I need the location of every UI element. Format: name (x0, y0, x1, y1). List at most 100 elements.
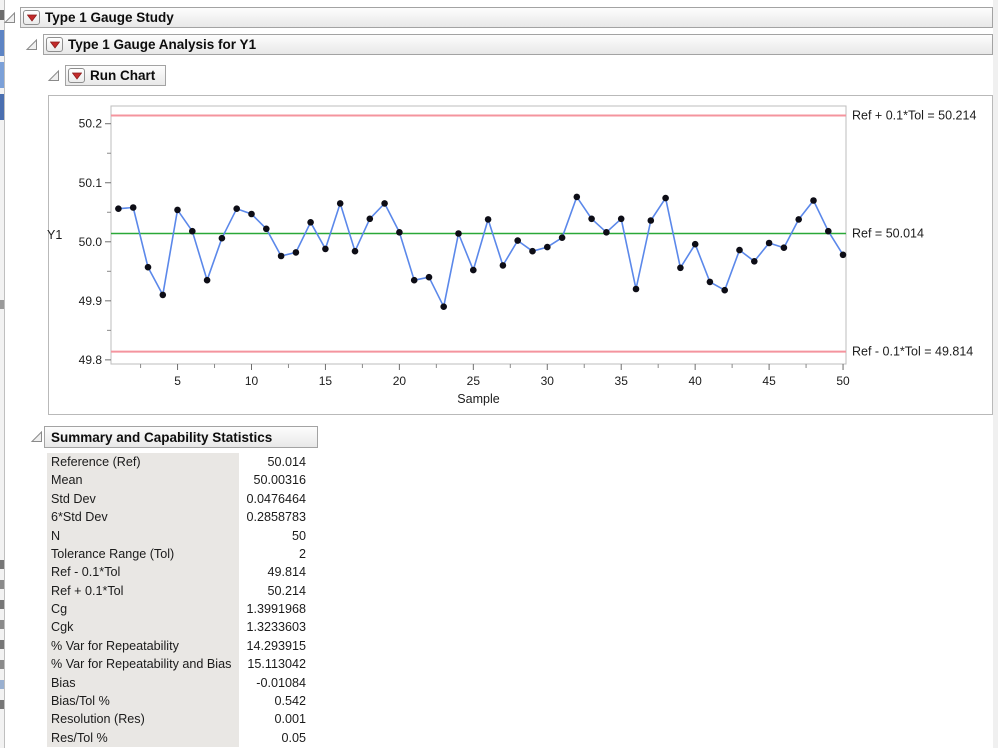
open-disclosure-icon (25, 38, 37, 50)
disclosure-triangle-gauge-study[interactable] (3, 11, 16, 24)
data-point[interactable] (736, 246, 743, 254)
data-point[interactable] (336, 200, 344, 207)
reference-line-label: Ref - 0.1*Tol = 49.814 (852, 345, 973, 359)
disclosure-triangle-summary[interactable] (30, 430, 43, 443)
data-point[interactable] (440, 303, 448, 310)
y-axis-label: Y1 (47, 228, 62, 242)
stat-value: 0.542 (274, 693, 306, 708)
table-row: Res/Tol % 0.05 (47, 728, 312, 747)
data-point[interactable] (455, 230, 462, 237)
data-point[interactable] (558, 234, 566, 241)
data-point[interactable] (780, 244, 788, 251)
data-point[interactable] (839, 251, 847, 259)
red-triangle-icon (49, 41, 60, 49)
section-title-summary-statistics: Summary and Capability Statistics (51, 429, 273, 445)
open-disclosure-icon (30, 430, 42, 442)
reference-line-label: Ref = 50.014 (852, 227, 924, 241)
data-point[interactable] (544, 243, 551, 251)
data-point[interactable] (277, 252, 285, 260)
data-point[interactable] (396, 229, 403, 236)
data-point[interactable] (233, 205, 240, 212)
stat-value: 2 (298, 546, 306, 561)
right-window-margin (993, 0, 998, 748)
data-point[interactable] (129, 204, 137, 211)
data-point[interactable] (174, 206, 181, 214)
data-point[interactable] (322, 245, 329, 253)
stat-label: Ref - 0.1*Tol (47, 563, 239, 582)
stat-label: Mean (47, 471, 239, 490)
section-header-gauge-study: Type 1 Gauge Study (20, 7, 993, 28)
data-point[interactable] (484, 216, 492, 223)
data-point[interactable] (307, 219, 314, 226)
data-point[interactable] (810, 197, 817, 204)
table-row: Resolution (Res) 0.001 (47, 710, 312, 729)
data-point[interactable] (351, 247, 359, 255)
data-point[interactable] (617, 215, 625, 223)
data-point[interactable] (825, 227, 832, 235)
open-disclosure-icon (3, 11, 15, 23)
table-row: % Var for Repeatability and Bias 15.11304… (47, 655, 312, 674)
data-point[interactable] (381, 200, 388, 207)
data-point[interactable] (115, 205, 122, 212)
data-point[interactable] (263, 225, 270, 233)
stat-label: % Var for Repeatability and Bias (47, 655, 239, 674)
data-point[interactable] (765, 239, 773, 247)
stat-label: Reference (Ref) (47, 453, 239, 472)
section-title-gauge-analysis: Type 1 Gauge Analysis for Y1 (68, 37, 257, 52)
section-header-summary-statistics: Summary and Capability Statistics (44, 426, 318, 448)
stat-value: 1.3233603 (246, 620, 306, 635)
data-point[interactable] (573, 193, 581, 201)
data-point[interactable] (677, 264, 684, 272)
stat-value: 1.3991968 (246, 602, 306, 616)
x-tick-label: 20 (393, 374, 407, 388)
y-tick-label: 49.8 (79, 353, 103, 367)
data-point[interactable] (529, 247, 536, 255)
data-point[interactable] (721, 286, 728, 294)
data-point[interactable] (603, 229, 610, 236)
x-tick-label: 15 (319, 374, 333, 388)
table-row: Bias/Tol % 0.542 (47, 691, 312, 711)
stat-label: % Var for Repeatability (47, 636, 239, 656)
x-tick-label: 10 (245, 374, 259, 388)
data-point[interactable] (706, 278, 714, 286)
data-point[interactable] (514, 237, 521, 244)
x-tick-label: 30 (541, 374, 555, 388)
data-point[interactable] (144, 263, 152, 271)
x-tick-label: 5 (174, 374, 181, 388)
table-row: N 50 (47, 526, 312, 545)
y-tick-label: 49.9 (79, 294, 103, 308)
data-point[interactable] (499, 262, 507, 269)
data-point[interactable] (588, 215, 595, 223)
table-row: 6*Std Dev 0.2858783 (47, 508, 312, 527)
data-point[interactable] (795, 216, 802, 223)
summary-table: Reference (Ref) 50.014 Mean 50.00316 Std Dev… (47, 453, 312, 747)
data-point[interactable] (470, 266, 477, 274)
data-point[interactable] (425, 273, 433, 281)
plot-area[interactable] (110, 105, 847, 365)
red-triangle-menu-gauge-study[interactable] (23, 10, 40, 25)
data-point[interactable] (203, 276, 211, 284)
red-triangle-menu-run-chart[interactable] (68, 68, 85, 83)
data-point[interactable] (410, 276, 418, 284)
data-point[interactable] (647, 217, 655, 224)
red-triangle-menu-gauge-analysis[interactable] (46, 37, 63, 52)
stat-label: Cgk (47, 618, 239, 637)
data-point[interactable] (632, 285, 640, 293)
data-point[interactable] (751, 258, 758, 265)
data-point[interactable] (292, 249, 300, 256)
disclosure-triangle-run-chart[interactable] (47, 69, 60, 82)
table-row: Std Dev 0.0476464 (47, 489, 312, 509)
section-title-run-chart: Run Chart (90, 68, 156, 83)
data-point[interactable] (248, 210, 255, 218)
data-point[interactable] (366, 215, 374, 223)
data-point[interactable] (159, 291, 167, 299)
data-point[interactable] (218, 234, 226, 242)
stat-label: Resolution (Res) (47, 710, 239, 729)
data-point[interactable] (691, 240, 699, 248)
data-point[interactable] (662, 194, 669, 202)
stat-value: 15.113042 (247, 657, 306, 672)
disclosure-triangle-gauge-analysis[interactable] (25, 38, 38, 51)
stat-value: 50.00316 (253, 473, 306, 488)
data-point[interactable] (189, 227, 196, 235)
